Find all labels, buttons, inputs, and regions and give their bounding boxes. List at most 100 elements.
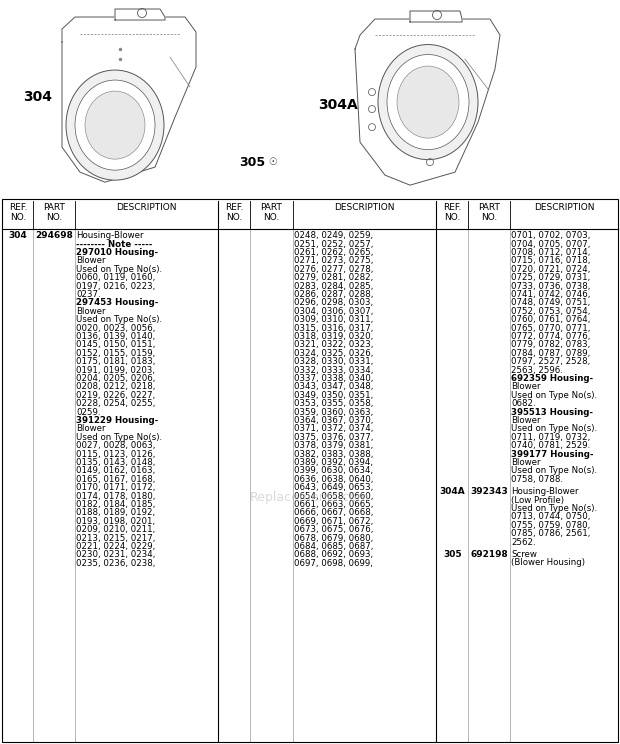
Text: 304A: 304A <box>318 98 358 112</box>
Text: 0182, 0184, 0185,: 0182, 0184, 0185, <box>76 500 156 509</box>
Text: 0208, 0212, 0218,: 0208, 0212, 0218, <box>76 382 156 391</box>
Text: Used on Type No(s).: Used on Type No(s). <box>76 265 162 274</box>
Text: 0251, 0252, 0257,: 0251, 0252, 0257, <box>294 240 373 248</box>
Text: 0193, 0198, 0201,: 0193, 0198, 0201, <box>76 517 155 526</box>
Text: PART
NO.: PART NO. <box>43 203 65 222</box>
Text: 0261, 0262, 0265,: 0261, 0262, 0265, <box>294 248 373 257</box>
Text: 0389, 0392, 0394,: 0389, 0392, 0394, <box>294 458 373 467</box>
Text: 304A: 304A <box>440 487 466 496</box>
Text: 0324, 0325, 0326,: 0324, 0325, 0326, <box>294 349 373 358</box>
Text: 0758, 0788.: 0758, 0788. <box>511 475 563 484</box>
Text: 0276, 0277, 0278,: 0276, 0277, 0278, <box>294 265 373 274</box>
Ellipse shape <box>75 80 155 170</box>
Text: Screw: Screw <box>511 550 537 559</box>
Text: 0315, 0316, 0317,: 0315, 0316, 0317, <box>294 324 373 333</box>
Text: 0755, 0759, 0780,: 0755, 0759, 0780, <box>511 521 590 530</box>
Ellipse shape <box>397 66 459 138</box>
Text: 692359 Housing-: 692359 Housing- <box>511 374 593 383</box>
Text: 0797, 2527, 2528,: 0797, 2527, 2528, <box>511 357 590 366</box>
Text: Used on Type No(s).: Used on Type No(s). <box>511 504 597 513</box>
Text: 0191, 0199, 0203,: 0191, 0199, 0203, <box>76 365 155 374</box>
Text: 2563, 2596.: 2563, 2596. <box>511 365 563 374</box>
Text: 0219, 0226, 0227,: 0219, 0226, 0227, <box>76 391 155 400</box>
Text: 304: 304 <box>24 90 53 104</box>
Text: 0209, 0210, 0211,: 0209, 0210, 0211, <box>76 525 155 534</box>
Text: 0349, 0350, 0351,: 0349, 0350, 0351, <box>294 391 373 400</box>
Text: 0304, 0306, 0307,: 0304, 0306, 0307, <box>294 307 373 315</box>
Text: PART
NO.: PART NO. <box>260 203 283 222</box>
Text: 0213, 0215, 0217,: 0213, 0215, 0217, <box>76 533 156 542</box>
Text: 0785, 0786, 2561,: 0785, 0786, 2561, <box>511 529 590 538</box>
Text: 0145, 0150, 0151,: 0145, 0150, 0151, <box>76 340 156 350</box>
Text: 0688, 0692, 0693,: 0688, 0692, 0693, <box>294 551 373 559</box>
Text: 0741, 0742, 0746,: 0741, 0742, 0746, <box>511 290 590 299</box>
Text: PART
NO.: PART NO. <box>478 203 500 222</box>
Text: 0279, 0281, 0282,: 0279, 0281, 0282, <box>294 273 373 282</box>
Text: 0661, 0663, 0665,: 0661, 0663, 0665, <box>294 500 373 509</box>
Text: 0713, 0744, 0750,: 0713, 0744, 0750, <box>511 513 590 522</box>
Text: 0666, 0667, 0668,: 0666, 0667, 0668, <box>294 508 373 517</box>
Text: 0748, 0749, 0751,: 0748, 0749, 0751, <box>511 298 590 307</box>
Text: Housing-Blower: Housing-Blower <box>511 487 578 496</box>
Text: 0784, 0787, 0789,: 0784, 0787, 0789, <box>511 349 590 358</box>
Text: 0378, 0379, 0381,: 0378, 0379, 0381, <box>294 441 373 450</box>
Text: REF.
NO.: REF. NO. <box>443 203 462 222</box>
Text: 294698: 294698 <box>35 231 73 240</box>
Text: 2562.: 2562. <box>511 538 536 547</box>
Polygon shape <box>355 19 500 185</box>
Text: 0174, 0178, 0180,: 0174, 0178, 0180, <box>76 492 156 501</box>
Text: 0149, 0162, 0163,: 0149, 0162, 0163, <box>76 466 155 475</box>
Text: 0152, 0155, 0159,: 0152, 0155, 0159, <box>76 349 155 358</box>
Text: 0296, 0298, 0303,: 0296, 0298, 0303, <box>294 298 373 307</box>
Text: Replacements.com: Replacements.com <box>250 492 370 504</box>
Text: 0684, 0685, 0687,: 0684, 0685, 0687, <box>294 542 373 551</box>
Text: 395513 Housing-: 395513 Housing- <box>511 408 593 417</box>
Text: 0682.: 0682. <box>511 400 536 408</box>
Polygon shape <box>410 11 462 22</box>
Text: 0271, 0273, 0275,: 0271, 0273, 0275, <box>294 257 373 266</box>
Text: DESCRIPTION: DESCRIPTION <box>534 203 594 212</box>
Text: 692198: 692198 <box>470 550 508 559</box>
Text: 0382, 0383, 0388,: 0382, 0383, 0388, <box>294 449 373 458</box>
Text: 0701, 0702, 0703,: 0701, 0702, 0703, <box>511 231 590 240</box>
Text: Used on Type No(s).: Used on Type No(s). <box>511 466 597 475</box>
Text: 0309, 0310, 0311,: 0309, 0310, 0311, <box>294 315 373 324</box>
Text: 0697, 0698, 0699,: 0697, 0698, 0699, <box>294 559 373 568</box>
Text: 0060, 0119, 0160,: 0060, 0119, 0160, <box>76 273 155 282</box>
Text: 0760, 0761, 0764,: 0760, 0761, 0764, <box>511 315 590 324</box>
Text: 0188, 0189, 0192,: 0188, 0189, 0192, <box>76 508 155 517</box>
Text: 0283, 0284, 0285,: 0283, 0284, 0285, <box>294 281 373 291</box>
Text: 0772, 0774, 0776,: 0772, 0774, 0776, <box>511 332 590 341</box>
Text: 0318, 0319, 0320,: 0318, 0319, 0320, <box>294 332 373 341</box>
Text: 0027, 0028, 0063,: 0027, 0028, 0063, <box>76 441 156 450</box>
Text: 0399, 0630, 0634,: 0399, 0630, 0634, <box>294 466 373 475</box>
Text: Used on Type No(s).: Used on Type No(s). <box>76 315 162 324</box>
Ellipse shape <box>387 54 469 150</box>
Text: 0353, 0355, 0358,: 0353, 0355, 0358, <box>294 400 373 408</box>
Text: 0654, 0658, 0660,: 0654, 0658, 0660, <box>294 492 373 501</box>
Text: 399177 Housing-: 399177 Housing- <box>511 449 593 458</box>
Text: DESCRIPTION: DESCRIPTION <box>334 203 395 212</box>
Text: 0237.: 0237. <box>76 290 100 299</box>
Text: 0636, 0638, 0640,: 0636, 0638, 0640, <box>294 475 373 484</box>
Text: 0673, 0675, 0676,: 0673, 0675, 0676, <box>294 525 373 534</box>
Text: 0221, 0224, 0229,: 0221, 0224, 0229, <box>76 542 155 551</box>
Text: Used on Type No(s).: Used on Type No(s). <box>511 424 597 433</box>
Text: 0337, 0338, 0340,: 0337, 0338, 0340, <box>294 374 373 383</box>
Text: 0135, 0143, 0148,: 0135, 0143, 0148, <box>76 458 156 467</box>
Text: 0375, 0376, 0377,: 0375, 0376, 0377, <box>294 433 373 442</box>
Text: 0332, 0333, 0334,: 0332, 0333, 0334, <box>294 365 373 374</box>
Text: Blower: Blower <box>76 307 105 315</box>
Text: 0020, 0023, 0056,: 0020, 0023, 0056, <box>76 324 156 333</box>
Text: 0708, 0712, 0714,: 0708, 0712, 0714, <box>511 248 590 257</box>
Text: 0328, 0330, 0331,: 0328, 0330, 0331, <box>294 357 373 366</box>
Text: 0371, 0372, 0374,: 0371, 0372, 0374, <box>294 424 373 433</box>
Text: 0364, 0367, 0370,: 0364, 0367, 0370, <box>294 416 373 425</box>
Text: (Low Profile): (Low Profile) <box>511 496 564 504</box>
Text: 0733, 0736, 0738,: 0733, 0736, 0738, <box>511 281 590 291</box>
Text: 0752, 0753, 0754,: 0752, 0753, 0754, <box>511 307 590 315</box>
Text: DESCRIPTION: DESCRIPTION <box>117 203 177 212</box>
Text: 0725, 0729, 0731,: 0725, 0729, 0731, <box>511 273 590 282</box>
Ellipse shape <box>378 45 478 160</box>
Polygon shape <box>62 17 196 182</box>
